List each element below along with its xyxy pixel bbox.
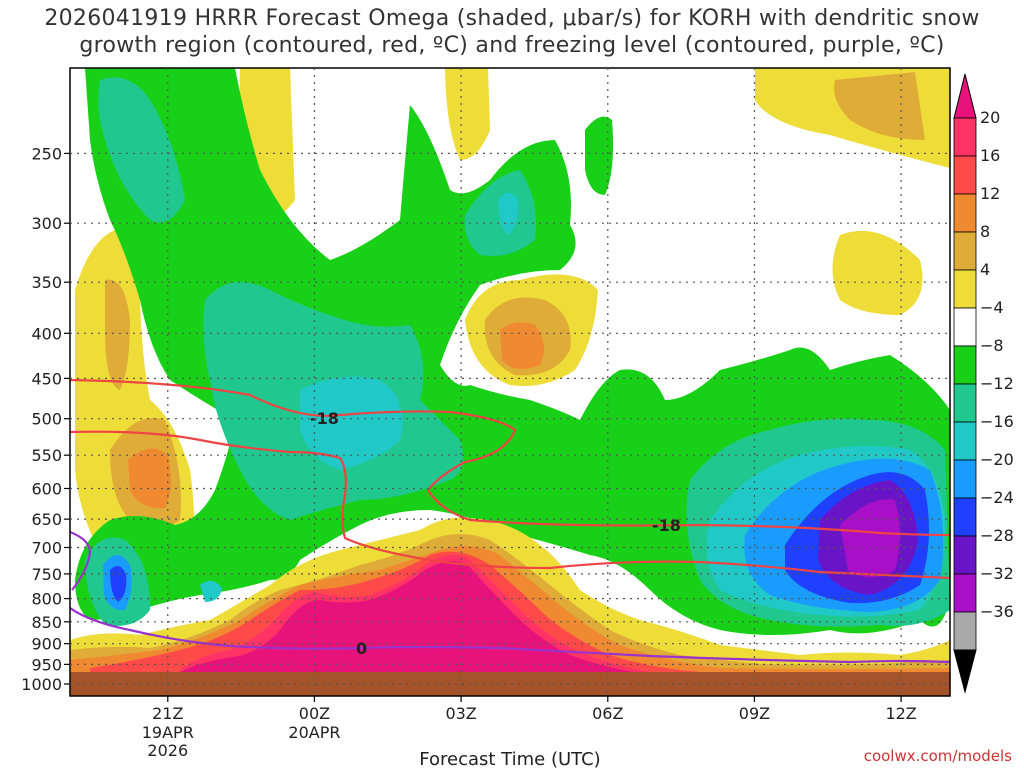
chart-title-line-2: growth region (contoured, red, ºC) and f…	[79, 33, 945, 58]
colorbar-label-10: −24	[980, 488, 1014, 507]
y-tick-label-650: 650	[31, 510, 62, 529]
contour-label-minus-18-a: -18	[310, 409, 339, 428]
colorbar-swatch-2	[953, 193, 977, 233]
contour-label-zero: 0	[356, 639, 367, 658]
colorbar-label-7: −12	[980, 374, 1014, 393]
colorbar-top-arrow	[953, 73, 977, 119]
y-tick-label-1000: 1000	[21, 675, 62, 694]
contour-label-minus-18-b: -18	[652, 516, 681, 535]
x-axis-label: Forecast Time (UTC)	[419, 749, 600, 768]
colorbar-swatch-6	[953, 345, 977, 385]
colorbar: 20 16 12 8 4 −4 −8 −12 −16 −20 −24 −28 −32 −36	[953, 73, 1014, 694]
x-tick-sublabel-2026: 2026	[147, 741, 188, 760]
colorbar-label-2: 12	[980, 184, 1000, 203]
omega-region-dark-blue-left	[110, 566, 127, 602]
freezing-level-contour	[70, 530, 950, 664]
colorbar-swatch-8	[953, 421, 977, 461]
x-tick-label-21Z: 21Z	[152, 704, 183, 723]
omega-region-cyan-mid	[300, 376, 403, 470]
y-axis: 250 300 350 400 450 500 550 600 650 700 750 800 850 9…	[21, 144, 70, 694]
x-tick-sublabel-19APR: 19APR	[142, 723, 194, 742]
colorbar-swatch-11	[953, 535, 977, 575]
colorbar-swatch-4	[953, 269, 977, 309]
dendritic-contour-lower	[70, 430, 950, 580]
omega-region-deep-orange-center	[500, 322, 544, 369]
colorbar-swatch-7	[953, 383, 977, 423]
y-tick-label-750: 750	[31, 565, 62, 584]
omega-region-green-small	[585, 116, 614, 195]
colorbar-label-12: −32	[980, 564, 1014, 583]
contour-lines: -18 -18 0	[70, 378, 950, 664]
colorbar-label-8: −16	[980, 412, 1014, 431]
omega-region-yellow-right	[832, 230, 923, 315]
colorbar-swatch-9	[953, 459, 977, 499]
colorbar-label-6: −8	[980, 336, 1004, 355]
colorbar-swatch-12	[953, 573, 977, 613]
colorbar-label-1: 16	[980, 146, 1000, 165]
dendritic-contour-upper	[70, 378, 950, 537]
omega-region-deep-orange-left	[128, 448, 171, 509]
y-tick-label-250: 250	[31, 144, 62, 163]
y-tick-label-850: 850	[31, 613, 62, 632]
colorbar-bottom-arrow	[953, 649, 977, 694]
omega-region-teal-upper-left	[98, 77, 185, 223]
colorbar-swatch-13	[953, 611, 977, 651]
colorbar-swatch-10	[953, 497, 977, 537]
colorbar-label-0: 20	[980, 108, 1000, 127]
colorbar-swatch-5	[953, 307, 977, 347]
colorbar-label-5: −4	[980, 298, 1004, 317]
omega-region-yellow-mid	[445, 68, 490, 160]
credit-text: coolwx.com/models	[864, 747, 1012, 765]
y-tick-label-300: 300	[31, 214, 62, 233]
colorbar-swatch-1	[953, 155, 977, 195]
x-tick-sublabel-20APR: 20APR	[288, 723, 340, 742]
omega-region-magenta-low	[180, 561, 640, 682]
y-tick-label-350: 350	[31, 273, 62, 292]
y-tick-label-400: 400	[31, 324, 62, 343]
colorbar-swatch-3	[953, 231, 977, 271]
x-tick-label-12Z: 12Z	[885, 704, 916, 723]
y-tick-label-950: 950	[31, 655, 62, 674]
x-tick-label-06Z: 06Z	[592, 704, 623, 723]
colorbar-label-9: −20	[980, 450, 1014, 469]
omega-shading	[70, 68, 950, 696]
y-tick-label-450: 450	[31, 369, 62, 388]
x-tick-label-09Z: 09Z	[739, 704, 770, 723]
colorbar-label-3: 8	[980, 222, 990, 241]
y-tick-label-550: 550	[31, 446, 62, 465]
y-tick-label-700: 700	[31, 538, 62, 557]
colorbar-swatch-0	[953, 117, 977, 157]
y-tick-label-900: 900	[31, 635, 62, 654]
y-tick-label-600: 600	[31, 479, 62, 498]
plot-border	[69, 67, 951, 697]
omega-region-orange-top	[834, 72, 925, 140]
x-tick-label-03Z: 03Z	[445, 704, 476, 723]
ground-layer	[70, 672, 950, 696]
chart-title-line-1: 2026041919 HRRR Forecast Omega (shaded, …	[44, 6, 980, 31]
colorbar-label-11: −28	[980, 526, 1014, 545]
x-tick-label-00Z: 00Z	[299, 704, 330, 723]
omega-region-cyan-small	[200, 580, 222, 602]
y-tick-label-500: 500	[31, 410, 62, 429]
omega-region-cyan-upper	[498, 192, 519, 235]
colorbar-label-13: −36	[980, 602, 1014, 621]
y-tick-label-800: 800	[31, 590, 62, 609]
colorbar-label-4: 4	[980, 260, 990, 279]
